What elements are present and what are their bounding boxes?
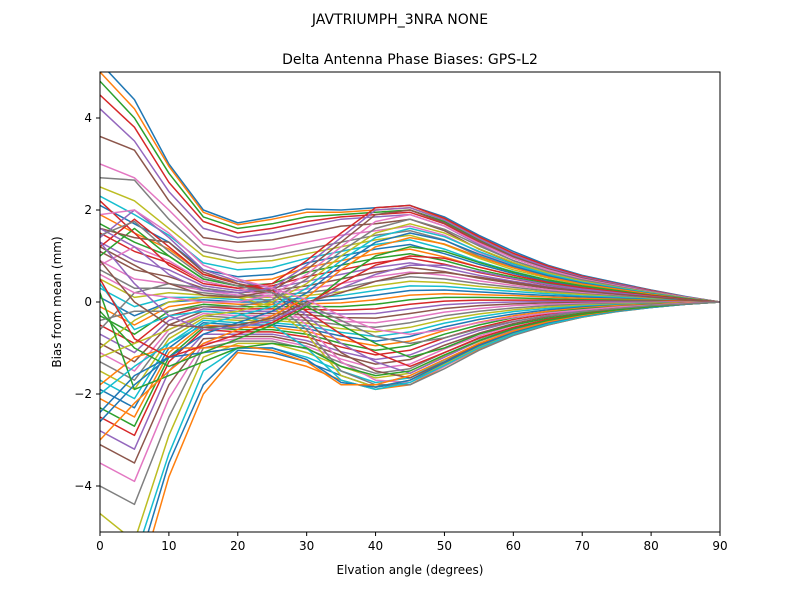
- y-axis-ticks: −4 −2 0 2 4: [74, 111, 100, 493]
- x-tick-label: 80: [643, 539, 658, 553]
- series-line: [100, 236, 720, 441]
- x-tick-label: 40: [368, 539, 383, 553]
- series-line: [100, 296, 720, 335]
- series-line: [100, 220, 720, 345]
- x-tick-label: 0: [96, 539, 104, 553]
- series-line: [100, 241, 720, 331]
- y-tick-label: 2: [84, 203, 92, 217]
- x-tick-label: 50: [437, 539, 452, 553]
- series-line: [100, 300, 720, 354]
- series-line: [100, 269, 720, 303]
- series-line: [100, 206, 720, 303]
- chart-title: Delta Antenna Phase Biases: GPS-L2: [282, 52, 538, 68]
- series-line: [100, 246, 720, 368]
- x-tick-label: 30: [299, 539, 314, 553]
- series-line: [100, 209, 720, 335]
- series-line: [100, 260, 720, 329]
- y-tick-label: −2: [74, 387, 92, 401]
- y-tick-label: 4: [84, 111, 92, 125]
- x-tick-label: 90: [712, 539, 727, 553]
- series-line: [100, 218, 720, 322]
- x-tick-label: 10: [161, 539, 176, 553]
- figure-suptitle: JAVTRIUMPH_3NRA NONE: [311, 12, 488, 28]
- x-axis-label: Elvation angle (degrees): [337, 563, 484, 577]
- series-line: [100, 289, 720, 317]
- y-axis-label: Bias from mean (mm): [50, 236, 64, 367]
- series-group: [100, 72, 720, 532]
- y-tick-label: −4: [74, 479, 92, 493]
- series-line: [100, 255, 720, 358]
- x-axis-ticks: 0 10 20 30 40 50 60 70 80 90: [96, 532, 728, 553]
- series-line: [100, 292, 720, 391]
- x-tick-label: 70: [575, 539, 590, 553]
- x-tick-label: 20: [230, 539, 245, 553]
- series-line: [100, 227, 720, 395]
- series-line: [100, 213, 720, 303]
- x-tick-label: 60: [506, 539, 521, 553]
- y-tick-label: 0: [84, 295, 92, 309]
